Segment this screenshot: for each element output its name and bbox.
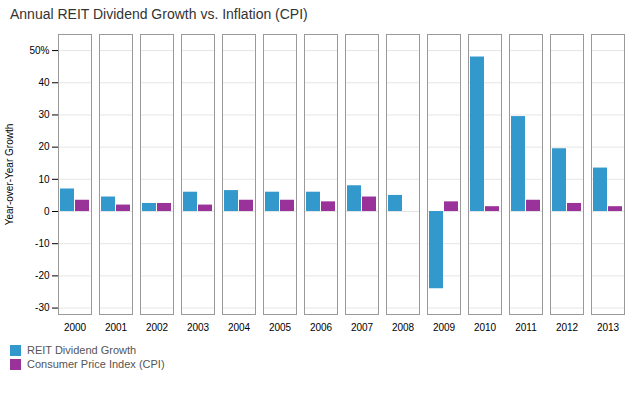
- svg-text:40: 40: [38, 77, 50, 88]
- svg-text:-30: -30: [35, 302, 50, 313]
- svg-text:2001: 2001: [105, 322, 128, 333]
- svg-text:2003: 2003: [187, 322, 210, 333]
- svg-text:2005: 2005: [269, 322, 292, 333]
- svg-text:Year-over-Year Growth: Year-over-Year Growth: [4, 124, 15, 226]
- svg-text:20: 20: [38, 141, 50, 152]
- svg-text:2000: 2000: [64, 322, 87, 333]
- svg-text:2011: 2011: [515, 322, 537, 333]
- svg-text:-10: -10: [35, 238, 50, 249]
- svg-text:2002: 2002: [146, 322, 169, 333]
- svg-text:2008: 2008: [392, 322, 415, 333]
- svg-text:2013: 2013: [597, 322, 620, 333]
- svg-text:50%: 50%: [29, 45, 49, 56]
- svg-text:2009: 2009: [433, 322, 456, 333]
- svg-text:10: 10: [38, 174, 50, 185]
- svg-text:30: 30: [38, 109, 50, 120]
- svg-text:-20: -20: [35, 270, 50, 281]
- svg-text:2012: 2012: [556, 322, 579, 333]
- html-text:Consumer Price Index (CPI): Consumer Price Index (CPI): [27, 358, 165, 370]
- svg-text:2007: 2007: [351, 322, 374, 333]
- svg-text:2004: 2004: [228, 322, 251, 333]
- html-text:REIT Dividend Growth: REIT Dividend Growth: [27, 344, 137, 356]
- html-text:Annual REIT Dividend Growth vs: Annual REIT Dividend Growth vs. Inflatio…: [10, 6, 308, 22]
- svg-text:2010: 2010: [474, 322, 497, 333]
- svg-text:2006: 2006: [310, 322, 333, 333]
- svg-text:0: 0: [44, 206, 50, 217]
